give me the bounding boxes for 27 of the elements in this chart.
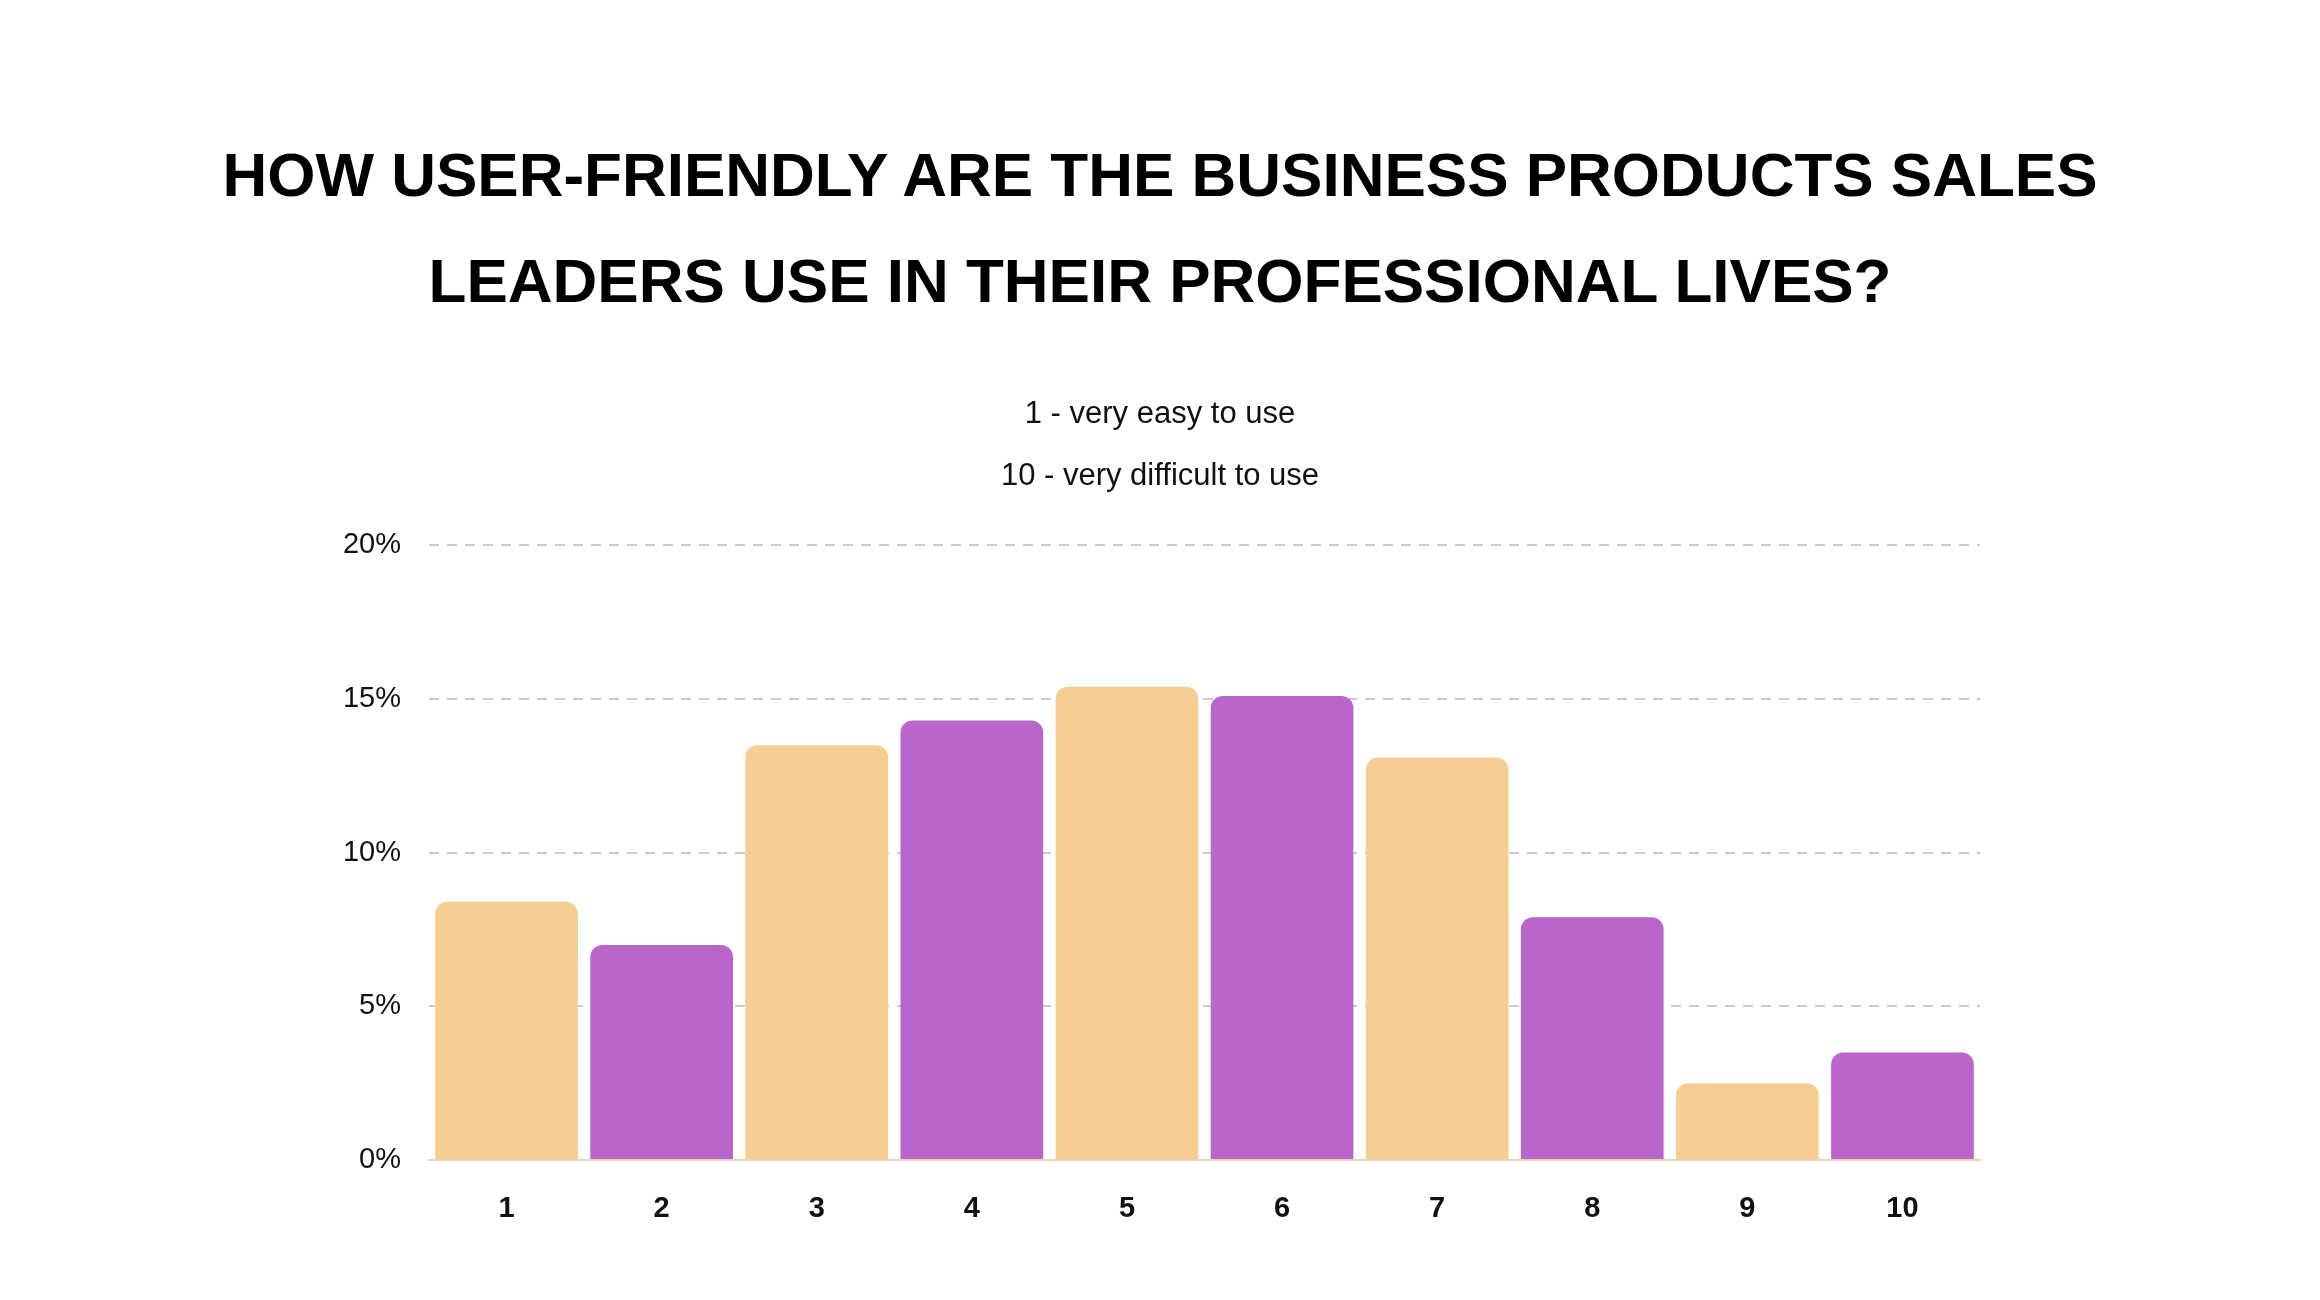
x-tick-label: 7 [1429, 1191, 1446, 1224]
bar [1210, 695, 1354, 1159]
bar [435, 901, 578, 1159]
bar [590, 944, 733, 1159]
y-tick-label: 5% [359, 988, 401, 1021]
x-tick-label: 6 [1273, 1191, 1291, 1224]
y-tick-label: 15% [342, 681, 401, 714]
x-tick-label: 10 [1886, 1191, 1919, 1224]
y-tick-label: 10% [342, 834, 401, 867]
x-tick-label: 3 [808, 1191, 825, 1224]
x-tick-label: 8 [1584, 1191, 1601, 1224]
y-tick-label: 0% [359, 1142, 401, 1174]
x-tick-label: 1 [498, 1191, 515, 1224]
bar [900, 720, 1044, 1159]
x-tick-label: 4 [963, 1191, 980, 1224]
chart-subtitle: 1 - very easy to use 10 - very difficult to use [999, 394, 1321, 494]
bar [1831, 1052, 1974, 1159]
bar [1520, 917, 1664, 1159]
y-tick-label: 20% [342, 527, 401, 560]
bar [1365, 757, 1509, 1159]
bar [1676, 1083, 1819, 1159]
chart-title: HOW USER-FRIENDLY ARE THE BUSINESS PRODUCTS SALES LEADERS USE IN THEIR PROFESSIONAL LIVES? [221, 139, 2099, 317]
bar [1055, 686, 1199, 1159]
x-tick-label: 9 [1739, 1191, 1756, 1224]
x-tick-label: 2 [653, 1191, 670, 1224]
x-tick-label: 5 [1118, 1191, 1136, 1224]
bar [745, 745, 889, 1159]
